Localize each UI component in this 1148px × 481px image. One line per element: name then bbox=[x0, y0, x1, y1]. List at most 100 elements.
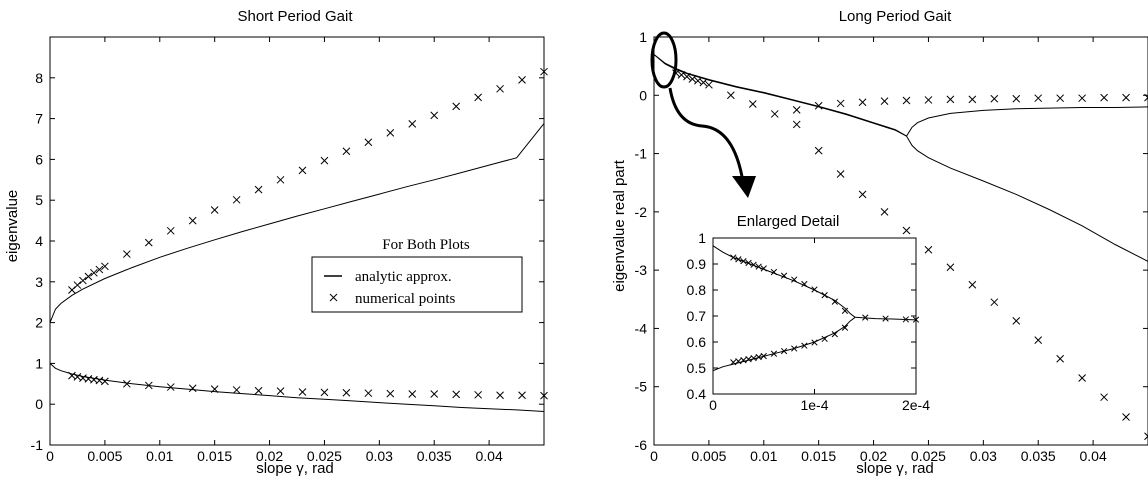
data-point-x bbox=[1100, 393, 1108, 402]
y-tick-label: -1 bbox=[635, 146, 648, 162]
data-point-x bbox=[122, 250, 131, 258]
chart-title: Long Period Gait bbox=[839, 8, 952, 25]
data-point-x bbox=[990, 94, 999, 103]
data-point-x bbox=[755, 263, 762, 270]
data-point-x bbox=[745, 356, 752, 363]
inset-title: Enlarged Detail bbox=[737, 213, 840, 230]
y-tick-label: 1 bbox=[35, 355, 43, 371]
data-point-x bbox=[694, 76, 702, 85]
data-point-x bbox=[342, 388, 351, 397]
x-tick-label: 1e-4 bbox=[800, 397, 828, 413]
data-point-x bbox=[912, 316, 920, 323]
y-tick-label: 0 bbox=[639, 87, 647, 103]
x-tick-label: 0.02 bbox=[256, 448, 283, 464]
data-point-x bbox=[946, 95, 955, 104]
data-point-x bbox=[821, 292, 828, 299]
data-point-x bbox=[254, 185, 263, 194]
data-point-x bbox=[924, 245, 933, 254]
data-point-x bbox=[677, 71, 686, 79]
x-tick-label: 0.025 bbox=[307, 448, 342, 464]
y-tick-label: 8 bbox=[35, 70, 43, 86]
data-point-x bbox=[540, 67, 548, 76]
data-point-x bbox=[946, 263, 955, 272]
legend-box bbox=[311, 256, 523, 313]
x-tick-label: 0.03 bbox=[970, 448, 997, 464]
data-point-x bbox=[880, 208, 889, 216]
data-point-x bbox=[1034, 336, 1043, 344]
data-point-x bbox=[408, 390, 417, 398]
data-point-x bbox=[770, 268, 778, 276]
data-point-x bbox=[1034, 94, 1043, 103]
data-point-x bbox=[1012, 94, 1021, 103]
data-point-x bbox=[166, 226, 175, 235]
data-point-x bbox=[320, 156, 329, 165]
axis-ticks: 0 0.005 0.01 0.015 0.02 0.025 0.03 0.035 0.04 -6 -… bbox=[635, 29, 1148, 464]
data-point-x bbox=[1122, 93, 1130, 102]
y-tick-label: 2 bbox=[35, 315, 43, 331]
callout-arrowhead bbox=[732, 176, 756, 198]
data-point-x bbox=[841, 307, 849, 314]
data-point-x bbox=[755, 353, 762, 361]
data-point-x bbox=[496, 391, 504, 400]
callout-arrow bbox=[668, 87, 745, 183]
data-point-x bbox=[735, 256, 742, 263]
data-point-x bbox=[792, 120, 801, 129]
data-point-x bbox=[276, 387, 285, 395]
x-tick-label: 0.01 bbox=[146, 448, 173, 464]
data-point-x bbox=[750, 354, 757, 362]
y-tick-label: -5 bbox=[635, 379, 648, 395]
data-point-x bbox=[101, 377, 109, 386]
short-period-chart: Short Period Gait slope γ, rad eigenvalu… bbox=[4, 8, 548, 477]
x-tick-label: 2e-4 bbox=[902, 397, 930, 413]
data-point-x bbox=[902, 226, 911, 235]
y-tick-label: 0.5 bbox=[687, 360, 707, 376]
highlight-ellipse bbox=[650, 31, 678, 89]
data-point-x bbox=[780, 272, 788, 279]
x-tick-label: 0.035 bbox=[417, 448, 452, 464]
data-point-x bbox=[836, 99, 845, 108]
y-tick-label: 0.8 bbox=[687, 282, 707, 298]
data-point-x bbox=[862, 314, 869, 321]
series-line-analytic bbox=[49, 123, 545, 323]
y-tick-label: 0.4 bbox=[687, 386, 707, 402]
y-tick-label: -3 bbox=[635, 262, 648, 278]
data-point-x bbox=[750, 261, 757, 268]
data-point-x bbox=[801, 280, 808, 288]
data-point-x bbox=[452, 390, 461, 399]
data-point-x bbox=[540, 391, 548, 400]
y-tick-label: 7 bbox=[35, 111, 43, 127]
data-point-x bbox=[801, 342, 808, 349]
data-point-x bbox=[836, 170, 845, 178]
y-tick-label: -1 bbox=[31, 437, 44, 453]
x-tick-label: 0.015 bbox=[801, 448, 836, 464]
data-point-x bbox=[730, 254, 737, 261]
x-axis-label: slope γ, rad bbox=[256, 460, 334, 477]
enlarged-detail-inset: Enlarged Detail 0 1e-4 2e-4 0.4 0.5 0.6 0.7 0.8… bbox=[687, 213, 931, 413]
data-point-x bbox=[254, 386, 263, 395]
y-tick-label: -2 bbox=[635, 204, 648, 220]
data-point-x bbox=[364, 389, 373, 398]
data-point-x bbox=[474, 93, 482, 102]
inset-markers bbox=[730, 254, 920, 366]
x-tick-label: 0.03 bbox=[366, 448, 393, 464]
data-point-x bbox=[811, 286, 818, 293]
data-point-x bbox=[84, 272, 93, 281]
markers bbox=[672, 69, 1148, 441]
data-point-x bbox=[474, 390, 482, 399]
data-point-x bbox=[791, 276, 798, 283]
data-point-x bbox=[688, 75, 697, 83]
data-point-x bbox=[210, 206, 219, 214]
data-point-x bbox=[1078, 374, 1086, 382]
data-point-x bbox=[452, 102, 461, 111]
series-line-analytic bbox=[906, 106, 1148, 137]
data-point-x bbox=[880, 97, 889, 105]
data-point-x bbox=[770, 110, 779, 118]
x-tick-label: 0.04 bbox=[475, 448, 502, 464]
y-axis-label: eigenvalue real part bbox=[611, 159, 628, 292]
data-point-x bbox=[924, 96, 933, 104]
markers bbox=[68, 67, 548, 400]
data-point-x bbox=[1144, 93, 1148, 102]
data-point-x bbox=[408, 120, 417, 128]
x-tick-label: 0 bbox=[650, 448, 658, 464]
